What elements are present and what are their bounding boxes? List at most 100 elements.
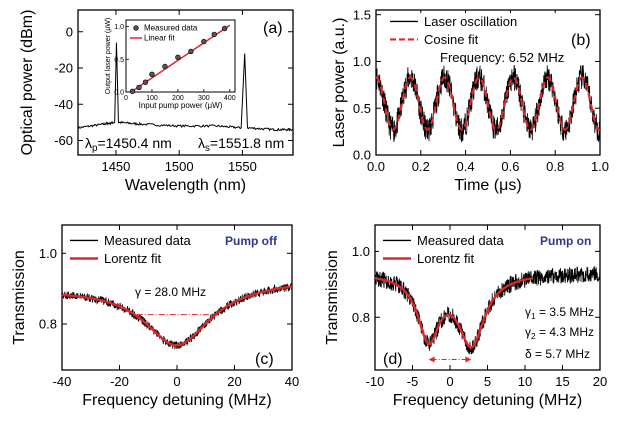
gamma2-annotation-rest: = 4.3 MHz [536, 325, 594, 339]
splitting-annotation: δ = 5.7 MHz [525, 347, 590, 361]
x-axis-label: Frequency detuning (MHz) [393, 392, 582, 409]
inset-data-point [188, 48, 194, 55]
inset-y-tick-label: 0.0 [114, 90, 124, 97]
inset-data-point [211, 31, 217, 38]
inset-x-tick-label: 100 [146, 95, 158, 102]
inset-x-tick-label: 0 [124, 95, 128, 102]
oscillation-line [376, 64, 600, 143]
x-tick-label: 0.6 [501, 159, 519, 174]
gamma1-annotation-sub: 1 [531, 311, 536, 321]
panel-label: (a) [263, 20, 283, 37]
legend-label: Lorentz fit [104, 251, 161, 266]
x-tick-label: 1.0 [591, 159, 609, 174]
y-axis-label: Optical power (dBm) [19, 10, 36, 156]
inset-data-point [129, 88, 136, 95]
panel-d: -10 -5 0 5 10 15 20 0.8 1.0 Frequency detuning (M… [324, 224, 607, 409]
x-axis-label: Time (μs) [454, 177, 521, 194]
y-tick-label: -40 [54, 97, 73, 112]
legend-label: Lorentz fit [417, 251, 474, 266]
inset-x-tick-label: 200 [172, 95, 184, 102]
x-axis-label: Wavelength (nm) [125, 177, 246, 194]
inset-data-point [175, 54, 181, 61]
y-axis-label: Transmission [324, 250, 341, 345]
y-axis-label: Laser power (a.u.) [331, 18, 348, 148]
signal-wavelength-label-sub: s [205, 143, 210, 154]
x-axis-label: Frequency detuning (MHz) [82, 392, 271, 409]
y-tick-label: 0.8 [39, 317, 57, 332]
legend-bg [66, 230, 218, 266]
y-tick-label: 1.0 [352, 244, 370, 259]
x-tick-label: 15 [555, 374, 569, 389]
legend-label: Laser oscillation [424, 14, 517, 29]
x-tick-label: 0.8 [546, 159, 564, 174]
x-tick-label: -10 [366, 374, 385, 389]
x-tick-label: 1450 [101, 159, 130, 174]
inset-legend-label: Linear fit [144, 34, 175, 43]
frequency-annotation: Frequency: 6.52 MHz [440, 50, 564, 65]
panel-label: (b) [571, 32, 591, 49]
inset-x-tick-label: 400 [224, 95, 236, 102]
inset-x-axis-label: Input pump power (μW) [139, 101, 223, 110]
inset-legend-marker [133, 25, 139, 31]
gamma2-annotation-sub: 2 [531, 331, 536, 341]
signal-wavelength-label: λs=1551.8 nm [198, 135, 284, 154]
pump-status-label: Pump on [540, 234, 591, 248]
inset-y-tick-label: 1.0 [114, 24, 124, 31]
y-tick-label: 1.5 [353, 7, 371, 22]
gamma1-annotation-rest: = 3.5 MHz [536, 305, 594, 319]
y-tick-label: 0 [66, 24, 73, 39]
inset-data-point [201, 38, 207, 45]
x-tick-label: 0.4 [457, 159, 475, 174]
inset-data-point [162, 63, 168, 70]
x-tick-label: 20 [227, 374, 241, 389]
inset-data-point [221, 25, 228, 32]
pump-wavelength-label-sub: p [92, 143, 98, 154]
x-tick-label: 1550 [228, 159, 257, 174]
x-tick-label: 0 [446, 374, 453, 389]
splitting-arrowhead-right [465, 356, 472, 363]
y-tick-label: 1.0 [353, 54, 371, 69]
x-tick-label: -20 [110, 374, 129, 389]
panel-a: 1450 1500 1550 -60 -40 -20 0 Wavelength (nm) Opt… [19, 9, 294, 194]
y-tick-label: 0.0 [353, 148, 371, 163]
linewidth-annotation: γ = 28.0 MHz [135, 285, 206, 299]
inset-data-point [142, 79, 149, 85]
x-tick-label: 0 [173, 374, 180, 389]
y-tick-label: 0.8 [352, 310, 370, 325]
inset-data-point [149, 71, 155, 78]
pump-status-label: Pump off [225, 234, 278, 248]
signal-wavelength-label-rest: =1551.8 nm [210, 135, 284, 151]
pump-wavelength-label: λp=1450.4 nm [85, 135, 172, 154]
inset-data-point [136, 84, 142, 91]
y-tick-label: 1.0 [39, 246, 57, 261]
lorentz-fit-line [62, 285, 292, 347]
panel-c: -40 -20 0 20 40 0.8 1.0 Frequency detuning (MHz… [11, 224, 299, 409]
legend-bg [379, 230, 531, 266]
legend-label: Measured data [417, 233, 504, 248]
legend-label: Measured data [104, 233, 191, 248]
x-tick-label: 20 [593, 374, 607, 389]
y-tick-label: -20 [54, 61, 73, 76]
splitting-arrowhead-left [428, 356, 435, 363]
inset-legend-label: Measured data [144, 24, 198, 33]
spectrum-line [78, 42, 293, 132]
y-tick-label: 0.5 [353, 101, 371, 116]
panel-label: (d) [383, 351, 403, 368]
y-tick-label: -60 [54, 133, 73, 148]
x-tick-label: 40 [285, 374, 299, 389]
inset-chart: 0 100 200 300 400 0.0 0.5 1.0 Input pump power (… [105, 18, 236, 110]
pump-wavelength-label-main: λ [85, 135, 92, 151]
plot-frame [77, 9, 294, 156]
signal-wavelength-label-main: λ [198, 135, 205, 151]
x-tick-label: 10 [518, 374, 532, 389]
inset-x-tick-label: 300 [198, 95, 210, 102]
inset-y-tick-label: 0.5 [114, 57, 124, 64]
gamma2-annotation-main: γ [525, 325, 531, 339]
gamma1-annotation-main: γ [525, 305, 531, 319]
gamma1-annotation: γ1 = 3.5 MHz [525, 305, 594, 321]
cosine-fit-line [376, 76, 600, 131]
x-tick-label: 5 [484, 374, 491, 389]
panel-label: (c) [255, 351, 274, 368]
lorentz-fit-line [375, 277, 533, 349]
